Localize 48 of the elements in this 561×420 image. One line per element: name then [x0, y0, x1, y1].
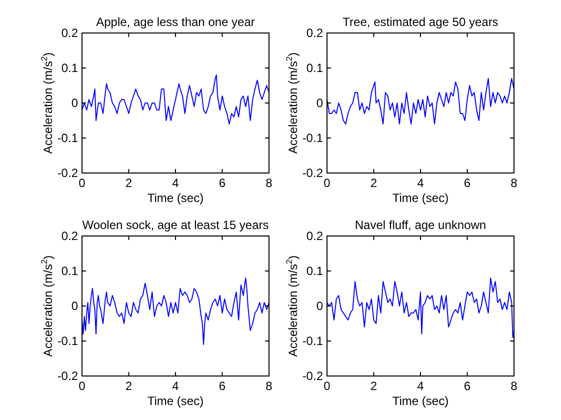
x-axis-title: Time (sec) — [147, 191, 204, 205]
line-series — [82, 74, 269, 124]
y-tick-label: -0.1 — [57, 334, 78, 348]
x-tick-label: 8 — [510, 176, 518, 190]
x-tick-label: 6 — [464, 379, 471, 393]
chart-title: Tree, estimated age 50 years — [342, 15, 498, 29]
x-axis-title: Time (sec) — [392, 394, 449, 408]
y-tick-label: -0.1 — [302, 131, 324, 145]
y-tick-label: 0.1 — [61, 61, 78, 75]
y-tick-label: -0.2 — [57, 166, 78, 180]
chart-title: Navel fluff, age unknown — [354, 218, 486, 232]
x-tick-label: 4 — [172, 176, 180, 190]
line-series — [327, 278, 514, 338]
x-tick-label: 4 — [172, 379, 180, 393]
x-tick-label: 2 — [125, 176, 132, 190]
y-tick-label: 0 — [71, 96, 78, 110]
x-tick-label: 8 — [266, 379, 273, 393]
x-axis-title: Time (sec) — [392, 191, 449, 205]
line-series — [82, 278, 269, 345]
x-tick-label: 2 — [370, 379, 378, 393]
y-tick-label: 0 — [316, 299, 324, 313]
x-tick-label: 2 — [370, 176, 378, 190]
y-tick-label: 0.2 — [306, 229, 324, 243]
line-series — [327, 78, 514, 124]
y-tick-label: -0.1 — [57, 131, 78, 145]
y-tick-label: 0.1 — [306, 264, 324, 278]
y-tick-label: 0 — [316, 96, 324, 110]
y-tick-label: -0.2 — [57, 369, 78, 383]
x-axis-title: Time (sec) — [147, 394, 204, 408]
y-tick-label: 0 — [71, 299, 78, 313]
x-tick-label: 6 — [218, 176, 226, 190]
x-tick-label: 4 — [417, 176, 424, 190]
x-tick-label: 8 — [266, 176, 273, 190]
x-tick-label: 6 — [464, 176, 471, 190]
y-tick-label: -0.1 — [302, 334, 324, 348]
x-tick-label: 2 — [125, 379, 132, 393]
x-tick-label: 6 — [218, 379, 226, 393]
y-tick-label: 0.2 — [306, 26, 324, 40]
x-tick-label: 4 — [417, 379, 424, 393]
y-tick-label: -0.2 — [302, 369, 324, 383]
y-tick-label: 0.2 — [61, 26, 78, 40]
y-tick-label: -0.2 — [302, 166, 324, 180]
chart-title: Woolen sock, age at least 15 years — [82, 218, 269, 232]
y-tick-label: 0.1 — [306, 61, 324, 75]
x-tick-label: 8 — [510, 379, 518, 393]
chart-title: Apple, age less than one year — [96, 15, 255, 29]
y-tick-label: 0.2 — [61, 229, 78, 243]
y-tick-label: 0.1 — [61, 264, 78, 278]
